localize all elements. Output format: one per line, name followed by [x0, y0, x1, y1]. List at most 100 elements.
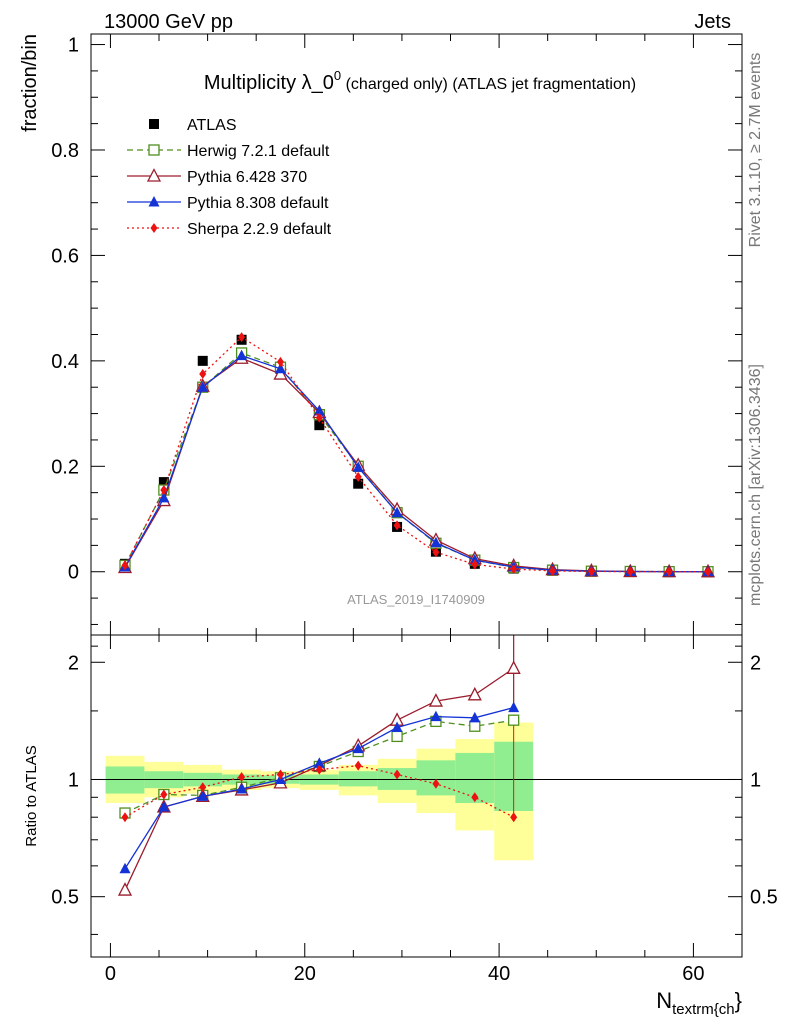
- point-sherpa-2-2-9-default: [393, 520, 401, 531]
- ratio-point-sherpa-2-2-9-default: [160, 789, 168, 800]
- ratio-y-axis-label: Ratio to ATLAS: [23, 745, 40, 846]
- ratio-x-tick-label: 60: [682, 963, 704, 985]
- ratio-y-ticks: [91, 645, 742, 935]
- point-sherpa-2-2-9-default: [315, 412, 323, 423]
- point-pythia-8-308-default: [313, 404, 325, 416]
- legend: ATLAS Herwig 7.2.1 default Pythia 6.428 37…: [127, 117, 332, 238]
- point-pythia-6-428-370: [273, 366, 288, 380]
- ratio-point-pythia-6-428-370: [506, 660, 521, 674]
- point-sherpa-2-2-9-default: [665, 566, 673, 577]
- ratio-point-pythia-6-428-370: [117, 882, 133, 896]
- series-line-sherpa-2-2-9-default: [124, 336, 708, 573]
- main-y-tick-label: 1: [68, 35, 79, 57]
- ratio-point-sherpa-2-2-9-default: [199, 782, 207, 793]
- ratio-x-tick-label: 20: [294, 963, 316, 985]
- point-sherpa-2-2-9-default: [704, 566, 712, 577]
- ratio-y-tick-label: 1: [68, 769, 79, 791]
- ratio-point-herwig-7-2-1-default: [469, 720, 481, 732]
- stat-band: [416, 760, 456, 796]
- ratio-point-sherpa-2-2-9-default: [238, 771, 246, 782]
- legend-marker-pythia-8-308-default: [148, 196, 160, 207]
- ratio-y-tick-label: 2: [68, 652, 79, 674]
- point-sherpa-2-2-9-default: [121, 560, 129, 571]
- point-pythia-8-308-default: [236, 349, 248, 361]
- ratio-y-tick-labels: 0.5 0.5 1 1 2 2: [51, 652, 778, 908]
- plot-title: Multiplicity λ_00 (charged only) (ATLAS …: [204, 68, 636, 94]
- point-sherpa-2-2-9-default: [432, 547, 440, 558]
- ratio-point-pythia-6-428-370: [467, 686, 482, 701]
- ratio-point-pythia-8-308-default: [391, 721, 403, 732]
- ratio-point-herwig-7-2-1-default: [508, 714, 520, 726]
- legend-label-herwig-7-2-1-default: Herwig 7.2.1 default: [187, 143, 330, 160]
- ratio-x-tick-label: 0: [105, 963, 116, 985]
- ratio-uncertainty-bands: [105, 722, 534, 861]
- ratio-point-herwig-7-2-1-default: [391, 730, 403, 743]
- ratio-panel: 0.5 0.5 1 1 2 2 0 20 40 60 Ratio to ATLAS Ntextr…: [23, 634, 778, 1018]
- point-sherpa-2-2-9-default: [354, 471, 362, 482]
- point-sherpa-2-2-9-default: [510, 564, 518, 575]
- main-x-ticks: [109, 34, 694, 635]
- legend-label-pythia-8-308-default: Pythia 8.308 default: [187, 195, 329, 212]
- point-sherpa-2-2-9-default: [549, 565, 557, 576]
- main-y-tick-label: 0.8: [51, 140, 79, 162]
- ratio-plot-area: [117, 635, 521, 896]
- point-sherpa-2-2-9-default: [626, 566, 634, 577]
- ratio-point-pythia-8-308-default: [236, 783, 248, 794]
- ratio-point-pythia-8-308-default: [352, 742, 364, 754]
- point-atlas: [158, 477, 169, 488]
- ratio-point-pythia-6-428-370: [428, 693, 444, 707]
- ratio-point-sherpa-2-2-9-default: [354, 760, 362, 771]
- ratio-y-tick-label-right: 1: [750, 769, 761, 791]
- main-y-tick-label: 0: [68, 562, 79, 584]
- point-sherpa-2-2-9-default: [238, 332, 246, 343]
- ratio-y-tick-label-right: 2: [750, 652, 761, 674]
- legend-marker-pythia-6-428-370: [146, 168, 162, 182]
- side-rivet-label: Rivet 3.1.10, ≥ 2.7M events: [747, 53, 764, 248]
- ratio-point-sherpa-2-2-9-default: [276, 769, 284, 780]
- ratio-y-tick-label: 0.5: [51, 887, 79, 909]
- ratio-point-sherpa-2-2-9-default: [315, 764, 323, 775]
- point-sherpa-2-2-9-default: [276, 356, 284, 367]
- x-axis-label: Ntextrm{ch}: [656, 988, 742, 1018]
- ratio-point-pythia-8-308-default: [197, 790, 209, 801]
- ratio-line-sherpa-2-2-9-default: [124, 765, 514, 818]
- ratio-frame: [90, 634, 743, 958]
- legend-label-sherpa-2-2-9-default: Sherpa 2.2.9 default: [187, 221, 332, 238]
- point-pythia-8-308-default: [274, 362, 286, 374]
- ratio-point-pythia-8-308-default: [158, 800, 170, 812]
- side-mcplots-label: mcplots.cern.ch [arXiv:1306.3436]: [747, 364, 764, 606]
- ratio-x-tick-labels: 0 20 40 60: [105, 963, 705, 985]
- main-y-tick-labels: 0 0.2 0.4 0.6 0.8 1: [51, 35, 79, 584]
- point-pythia-8-308-default: [391, 506, 403, 518]
- main-y-tick-label: 0.6: [51, 245, 79, 267]
- series-line-pythia-8-308-default: [124, 354, 709, 573]
- point-atlas: [353, 478, 364, 489]
- main-y-axis-label: fraction/bin: [19, 34, 41, 132]
- legend-marker-sherpa-2-2-9-default: [150, 223, 158, 233]
- ratio-point-sherpa-2-2-9-default: [432, 778, 440, 789]
- ratio-x-tick-label: 40: [488, 963, 510, 985]
- header-right: Jets: [694, 11, 731, 33]
- legend-label-pythia-6-428-370: Pythia 6.428 370: [187, 169, 307, 186]
- legend-marker-herwig-7-2-1-default: [148, 144, 160, 156]
- legend-label-atlas: ATLAS: [187, 117, 237, 134]
- point-pythia-8-308-default: [352, 461, 364, 472]
- legend-marker-atlas: [149, 119, 159, 129]
- point-sherpa-2-2-9-default: [160, 485, 168, 496]
- point-pythia-8-308-default: [197, 381, 209, 392]
- analysis-label: ATLAS_2019_I1740909: [347, 592, 485, 607]
- point-sherpa-2-2-9-default: [587, 566, 595, 577]
- ratio-point-pythia-8-308-default: [119, 862, 131, 874]
- main-y-tick-label: 0.2: [51, 456, 79, 478]
- point-atlas: [197, 355, 208, 366]
- series-line-pythia-6-428-370: [124, 357, 709, 573]
- point-atlas: [314, 420, 325, 431]
- main-panel: 0 0.2 0.4 0.6 0.8 1 fraction/bin Multiplicity…: [19, 33, 743, 636]
- point-pythia-8-308-default: [158, 491, 170, 503]
- stat-band: [338, 771, 378, 787]
- header-left: 13000 GeV pp: [104, 11, 233, 33]
- ratio-point-sherpa-2-2-9-default: [121, 812, 129, 823]
- ratio-point-pythia-8-308-default: [313, 757, 325, 768]
- ratio-point-pythia-8-308-default: [469, 711, 481, 723]
